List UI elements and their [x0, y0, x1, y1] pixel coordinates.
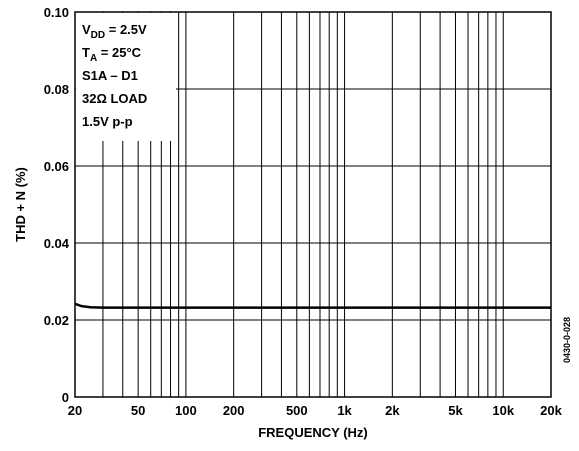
x-tick-labels: 20 50 100 200 500 1k 2k 5k 10k 20k: [68, 403, 563, 418]
series-line: [74, 302, 551, 309]
plot-frame: [74, 11, 552, 398]
y-axis-label: THD + N (%): [13, 167, 28, 242]
x-tick-label: 50: [131, 403, 145, 418]
y-tick-label: 0.08: [44, 82, 69, 97]
legend-line: TA = 25°C: [82, 45, 142, 64]
x-tick-label: 200: [223, 403, 245, 418]
legend-line: 32Ω LOAD: [82, 91, 147, 106]
y-tick-label: 0: [62, 390, 69, 405]
series-layer: [74, 302, 551, 309]
y-tick-label: 0.02: [44, 313, 69, 328]
x-tick-label: 100: [175, 403, 197, 418]
legend-line: 1.5V p-p: [82, 114, 133, 129]
y-tick-label: 0.06: [44, 159, 69, 174]
legend-line: VDD = 2.5V: [82, 22, 147, 41]
legend: VDD = 2.5V TA = 25°C S1A – D1 32Ω LOAD 1.5V …: [76, 13, 176, 141]
x-tick-label: 5k: [448, 403, 463, 418]
x-tick-label: 500: [286, 403, 308, 418]
x-tick-label: 10k: [492, 403, 514, 418]
x-tick-label: 20k: [540, 403, 562, 418]
legend-line: S1A – D1: [82, 68, 138, 83]
legend-background: [76, 13, 176, 141]
x-axis-label: FREQUENCY (Hz): [258, 425, 368, 440]
y-tick-label: 0.04: [44, 236, 70, 251]
y-tick-labels: 0 0.02 0.04 0.06 0.08 0.10: [44, 5, 70, 405]
y-tick-label: 0.10: [44, 5, 69, 20]
x-tick-label: 2k: [385, 403, 400, 418]
x-tick-label: 1k: [337, 403, 352, 418]
x-tick-label: 20: [68, 403, 82, 418]
figure-code: 0430-0-028: [562, 317, 572, 363]
